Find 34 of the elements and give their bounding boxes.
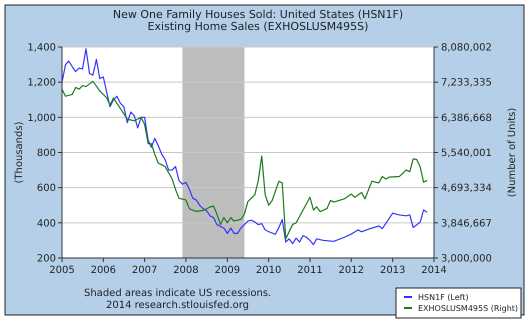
y2-tick-label: 7,233,335 [441, 78, 492, 89]
x-tick-label: 2014 [421, 265, 447, 276]
x-tick-label: 2009 [214, 265, 240, 276]
y2-tick-label: 5,540,001 [441, 148, 492, 159]
y2-tick-label: 3,000,000 [441, 254, 492, 264]
chart-title: New One Family Houses Sold: United States (HSN1F) [112, 8, 404, 21]
line-series [61, 80, 428, 240]
x-tick-label: 2011 [297, 265, 323, 276]
x-tick-label: 2012 [338, 265, 364, 276]
x-tick-label: 2006 [90, 265, 116, 276]
y-tick-label: 1,400 [27, 42, 56, 54]
legend-label: EXHOSLUSM495S (Right) [418, 304, 518, 313]
x-tick-label: 2005 [49, 265, 75, 276]
line-series [61, 48, 428, 246]
x-tick-label: 2013 [380, 265, 406, 276]
y-tick-label: 800 [36, 148, 56, 159]
text: 2014 research.stlouisfed.org [106, 300, 250, 311]
y2-tick-label: 8,080,002 [441, 42, 492, 54]
y-axis-title: (Thousands) [14, 121, 25, 184]
y2-tick-label: 3,846,667 [441, 218, 492, 230]
y-tick-label: 1,200 [27, 78, 56, 89]
y-tick-label: 400 [36, 218, 56, 230]
y2-tick-label: 6,386,668 [441, 112, 492, 124]
legend-label: HSN1F (Left) [418, 292, 469, 302]
y-tick-label: 200 [36, 254, 56, 264]
chart-subtitle: Existing Home Sales (EXHOSLUSM495S) [148, 20, 368, 33]
y-tick-label: 1,000 [27, 112, 56, 124]
y2-axis-title: (Number of Units) [507, 108, 518, 198]
y2-tick-label: 4,693,334 [441, 183, 492, 194]
x-tick-label: 2007 [132, 265, 158, 276]
text: Shaded areas indicate US recessions. [84, 288, 272, 299]
x-tick-label: 2010 [256, 265, 282, 276]
x-tick-label: 2008 [173, 265, 199, 276]
y-tick-label: 600 [36, 183, 56, 194]
